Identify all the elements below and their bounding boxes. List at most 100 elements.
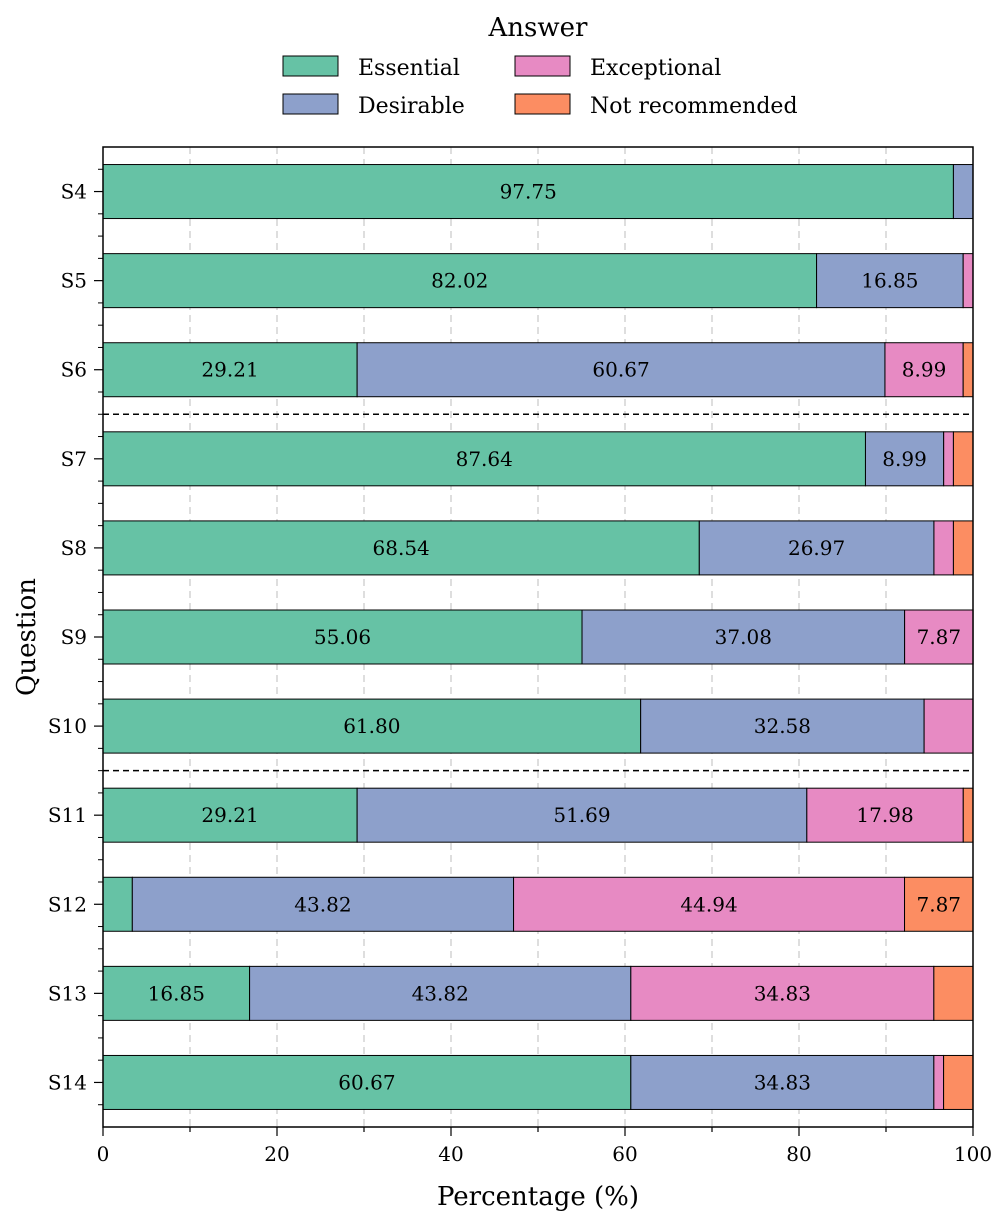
bar-s5-desirable xyxy=(816,253,964,309)
bar-s7-not-recommended xyxy=(952,431,974,487)
grid xyxy=(189,147,887,1127)
bar-s8-desirable xyxy=(698,520,935,576)
bar-s12-desirable xyxy=(131,876,515,932)
bar-label-s14-desirable: 34.83 xyxy=(754,1070,811,1094)
bar-s14-not-recommended xyxy=(943,1054,974,1110)
bars xyxy=(102,164,974,1110)
bar-s6-essential xyxy=(102,342,358,398)
bar-s10-exceptional xyxy=(923,698,974,754)
bar-label-s12-exceptional: 44.94 xyxy=(680,892,737,916)
bar-label-s13-desirable: 43.82 xyxy=(412,981,469,1005)
bar-s7-exceptional xyxy=(943,431,954,487)
bar-label-s13-essential: 16.85 xyxy=(148,981,205,1005)
bar-s12-essential xyxy=(102,876,133,932)
bar-label-s7-desirable: 8.99 xyxy=(882,447,927,471)
y-tick-label-s12: S12 xyxy=(48,892,87,916)
legend-label-essential: Essential xyxy=(358,56,460,81)
bar-s7-desirable xyxy=(864,431,945,487)
y-tick-label-s10: S10 xyxy=(48,714,87,738)
y-tick-label-s11: S11 xyxy=(48,803,87,827)
bar-s5-exceptional xyxy=(962,253,974,309)
bar-s11-essential xyxy=(102,787,358,843)
bar-label-s4-essential: 97.75 xyxy=(500,180,557,204)
bar-s5-essential xyxy=(102,253,818,309)
legend-swatch-exceptional xyxy=(514,55,571,77)
bar-label-s6-essential: 29.21 xyxy=(201,358,258,382)
bar-s8-exceptional xyxy=(933,520,954,576)
bar-label-s11-exceptional: 17.98 xyxy=(856,803,913,827)
bar-label-s9-desirable: 37.08 xyxy=(715,625,772,649)
bar-s6-exceptional xyxy=(884,342,964,398)
bar-s7-essential xyxy=(102,431,866,487)
bar-s14-exceptional xyxy=(933,1054,945,1110)
legend-title: Answer xyxy=(488,13,589,43)
bar-label-s9-exceptional: 7.87 xyxy=(917,625,962,649)
y-tick-label-s14: S14 xyxy=(48,1070,87,1094)
x-tick-label-40: 40 xyxy=(438,1142,463,1166)
bar-s9-desirable xyxy=(581,609,906,665)
bar-s6-desirable xyxy=(356,342,886,398)
bar-label-s6-desirable: 60.67 xyxy=(592,358,649,382)
bar-label-s11-desirable: 51.69 xyxy=(553,803,610,827)
bar-label-s10-desirable: 32.58 xyxy=(754,714,811,738)
separators xyxy=(103,413,973,772)
bar-label-s7-essential: 87.64 xyxy=(456,447,513,471)
legend-label-exceptional: Exceptional xyxy=(590,56,721,81)
bar-s9-exceptional xyxy=(904,609,974,665)
x-tick-label-0: 0 xyxy=(97,1142,110,1166)
y-axis: S4 S5 S6 S7 S8 S9 S10 S11 S12 S13 S14 xyxy=(48,168,103,1106)
bar-s12-not-recommended xyxy=(904,876,974,932)
legend-swatch-essential xyxy=(282,55,339,77)
bar-s12-exceptional xyxy=(513,876,906,932)
legend-swatch-desirable xyxy=(282,93,339,115)
y-tick-label-s4: S4 xyxy=(61,180,87,204)
x-axis-label: Percentage (%) xyxy=(437,1182,639,1212)
bar-s13-essential xyxy=(102,965,251,1021)
bar-s10-desirable xyxy=(640,698,925,754)
bar-s10-essential xyxy=(102,698,642,754)
bar-s14-essential xyxy=(102,1054,632,1110)
bar-s9-essential xyxy=(102,609,583,665)
bar-s14-desirable xyxy=(630,1054,935,1110)
bar-label-s12-desirable: 43.82 xyxy=(294,892,351,916)
x-tick-label-60: 60 xyxy=(612,1142,637,1166)
bar-label-s13-exceptional: 34.83 xyxy=(754,981,811,1005)
y-tick-label-s6: S6 xyxy=(61,358,87,382)
y-tick-label-s7: S7 xyxy=(61,447,87,471)
bar-s11-desirable xyxy=(356,787,808,843)
bar-s4-essential xyxy=(102,164,954,220)
bar-label-s8-essential: 68.54 xyxy=(373,536,430,560)
bar-s8-not-recommended xyxy=(952,520,974,576)
bar-label-s5-desirable: 16.85 xyxy=(861,269,918,293)
bar-s4-desirable xyxy=(952,164,974,220)
x-tick-label-20: 20 xyxy=(264,1142,289,1166)
bar-label-s5-essential: 82.02 xyxy=(431,269,488,293)
x-tick-label-100: 100 xyxy=(954,1142,992,1166)
bar-label-s9-essential: 55.06 xyxy=(314,625,371,649)
y-tick-label-s5: S5 xyxy=(61,269,87,293)
bar-s11-exceptional xyxy=(806,787,964,843)
bar-label-s14-essential: 60.67 xyxy=(338,1070,395,1094)
y-tick-label-s8: S8 xyxy=(61,536,87,560)
legend-swatch-not-recommended xyxy=(514,93,571,115)
bar-label-s11-essential: 29.21 xyxy=(201,803,258,827)
x-tick-label-80: 80 xyxy=(786,1142,811,1166)
bar-label-s6-exceptional: 8.99 xyxy=(902,358,947,382)
y-axis-label: Question xyxy=(12,578,42,696)
bar-label-s12-not-recommended: 7.87 xyxy=(916,892,961,916)
y-tick-label-s9: S9 xyxy=(61,625,87,649)
legend-label-desirable: Desirable xyxy=(358,94,465,119)
legend: Answer Essential Exceptional Desirable Not … xyxy=(282,13,798,119)
bar-s6-not-recommended xyxy=(962,342,974,398)
y-tick-label-s13: S13 xyxy=(48,981,87,1005)
legend-label-not-recommended: Not recommended xyxy=(590,94,798,119)
bar-s13-exceptional xyxy=(630,965,935,1021)
bar-label-s10-essential: 61.80 xyxy=(343,714,400,738)
bar-s13-not-recommended xyxy=(933,965,974,1021)
bar-s13-desirable xyxy=(249,965,632,1021)
bar-s11-not-recommended xyxy=(962,787,974,843)
x-axis: 0 20 40 60 80 100 xyxy=(97,1127,992,1166)
bar-label-s8-desirable: 26.97 xyxy=(788,536,845,560)
bar-labels: 97.75 82.02 16.85 29.21 60.67 8.99 87.64 8.99 68… xyxy=(148,180,961,1095)
